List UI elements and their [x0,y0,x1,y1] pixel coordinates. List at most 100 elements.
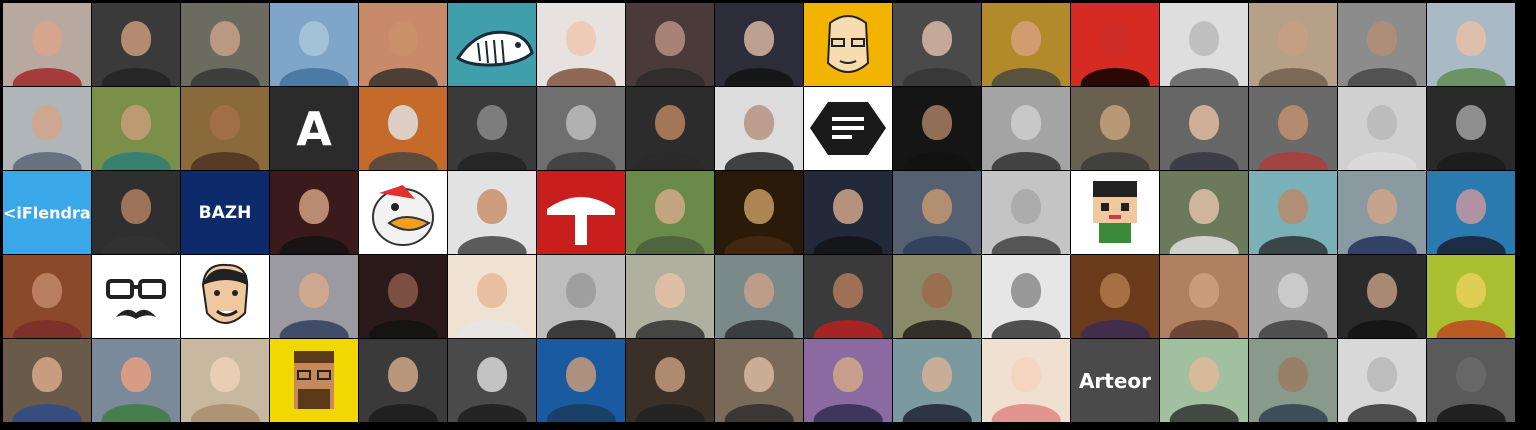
avatar-tile[interactable] [893,87,981,170]
avatar-tile[interactable] [270,171,358,254]
avatar-tile[interactable] [1249,3,1337,86]
avatar-tile[interactable] [1160,339,1248,422]
avatar-tile[interactable] [1338,339,1426,422]
avatar-tile[interactable] [92,255,180,338]
avatar-tile[interactable] [982,255,1070,338]
avatar-tile[interactable] [3,255,91,338]
avatar-tile[interactable] [181,87,269,170]
avatar-tile[interactable] [893,255,981,338]
avatar-face [388,273,418,309]
avatar-tile[interactable] [626,3,714,86]
avatar-face [1189,273,1219,309]
avatar-tile[interactable] [359,171,447,254]
avatar-tile[interactable] [1338,3,1426,86]
avatar-tile[interactable] [893,171,981,254]
avatar-tile[interactable] [537,87,625,170]
avatar-tile[interactable] [715,171,803,254]
avatar-shoulders [724,319,794,338]
avatar-tile[interactable] [1249,87,1337,170]
avatar-tile[interactable] [92,3,180,86]
avatar-tile[interactable] [359,339,447,422]
avatar-tile[interactable] [715,339,803,422]
avatar-tile[interactable] [359,87,447,170]
avatar-tile[interactable] [804,87,892,170]
avatar-tile[interactable] [1427,3,1515,86]
avatar-tile[interactable] [1071,87,1159,170]
avatar-tile[interactable] [92,87,180,170]
avatar-tile[interactable] [1427,171,1515,254]
avatar-tile[interactable]: <iFlendra> [3,171,91,254]
avatar-tile[interactable] [804,171,892,254]
avatar-tile[interactable] [626,255,714,338]
avatar-tile[interactable] [537,171,625,254]
avatar-tile[interactable] [537,255,625,338]
avatar-tile[interactable]: Arteor [1071,339,1159,422]
avatar-tile[interactable] [804,339,892,422]
avatar-tile[interactable] [448,3,536,86]
avatar-tile[interactable] [626,171,714,254]
avatar-tile[interactable] [359,3,447,86]
avatar-tile[interactable] [1160,255,1248,338]
avatar-tile[interactable] [1071,255,1159,338]
avatar-tile[interactable] [1071,171,1159,254]
avatar-tile[interactable] [1338,255,1426,338]
avatar-tile[interactable] [448,87,536,170]
avatar-shoulders [368,319,438,338]
avatar-tile[interactable] [1249,255,1337,338]
avatar-tile[interactable] [1427,255,1515,338]
avatar-tile[interactable] [181,339,269,422]
avatar-tile[interactable] [804,3,892,86]
avatar-tile[interactable] [1249,171,1337,254]
avatar-tile[interactable] [893,339,981,422]
avatar-tile[interactable] [1427,87,1515,170]
avatar-tile[interactable] [1427,339,1515,422]
avatar-face [1278,21,1308,57]
avatar-face [477,189,507,225]
avatar-tile[interactable]: A [270,87,358,170]
avatar-tile[interactable] [448,171,536,254]
avatar-tile[interactable] [1160,171,1248,254]
avatar-tile[interactable] [982,87,1070,170]
avatar-tile[interactable] [1338,171,1426,254]
avatar-tile[interactable] [626,339,714,422]
avatar-shoulders [368,151,438,170]
avatar-face [744,105,774,141]
avatar-tile[interactable] [448,255,536,338]
avatar-tile[interactable] [181,255,269,338]
avatar-tile[interactable] [359,255,447,338]
avatar-shoulders [1258,67,1328,86]
avatar-tile[interactable] [982,339,1070,422]
avatar-tile[interactable] [92,339,180,422]
avatar-tile[interactable] [270,3,358,86]
avatar-tile[interactable] [3,339,91,422]
avatar-face [1011,273,1041,309]
avatar-tile[interactable] [448,339,536,422]
avatar-tile[interactable]: BAZH [181,171,269,254]
avatar-tile[interactable] [537,3,625,86]
avatar-tile[interactable] [1160,87,1248,170]
avatar-tile[interactable] [3,87,91,170]
avatar-tile[interactable] [715,87,803,170]
avatar-tile[interactable] [270,255,358,338]
avatar-tile[interactable] [804,255,892,338]
avatar-tile[interactable] [537,339,625,422]
avatar-tile[interactable] [1071,3,1159,86]
avatar-tile[interactable] [92,171,180,254]
avatar-tile[interactable] [1249,339,1337,422]
avatar-shoulders [813,403,883,422]
avatar-tile[interactable] [982,171,1070,254]
avatar-tile[interactable] [715,255,803,338]
avatar-face [1100,273,1130,309]
avatar-tile[interactable] [3,3,91,86]
avatar-face [1189,189,1219,225]
avatar-face [121,21,151,57]
avatar-tile[interactable] [1338,87,1426,170]
avatar-tile[interactable] [715,3,803,86]
avatar-tile[interactable] [626,87,714,170]
avatar-tile[interactable] [1160,3,1248,86]
avatar-tile[interactable] [893,3,981,86]
avatar-tile[interactable] [270,339,358,422]
avatar-shoulders [902,67,972,86]
avatar-tile[interactable] [982,3,1070,86]
avatar-tile[interactable] [181,3,269,86]
